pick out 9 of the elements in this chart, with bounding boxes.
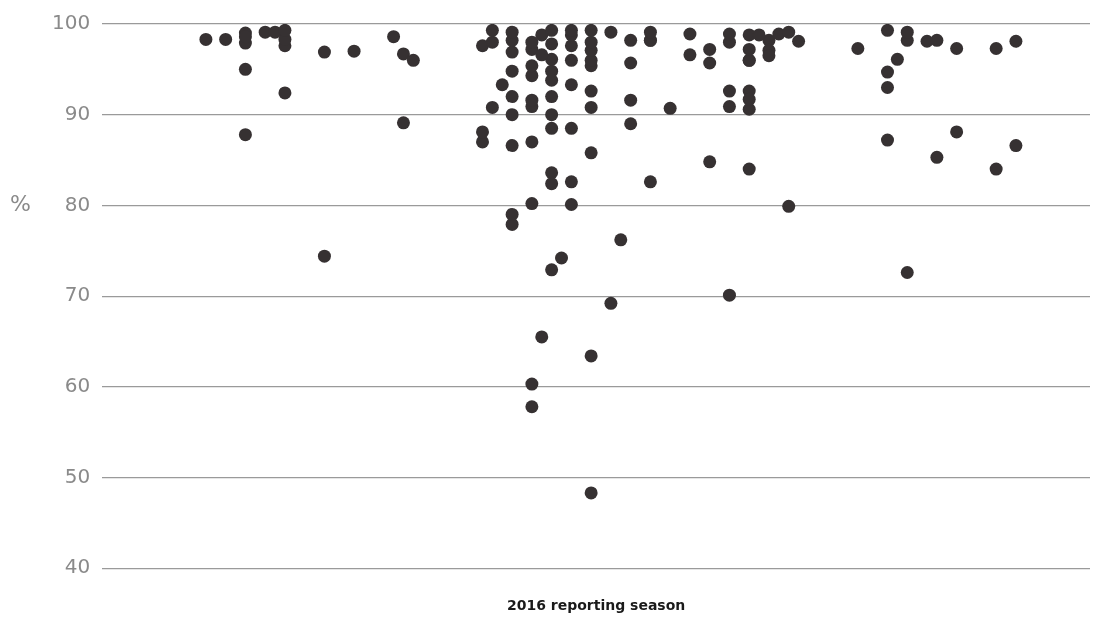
y-tick-label: 50 <box>64 463 91 488</box>
y-tick-label: 100 <box>51 10 91 35</box>
y-tick-label: 70 <box>64 282 91 307</box>
y-tick-label: 40 <box>64 554 91 579</box>
y-axis-title: % <box>10 191 31 217</box>
y-tick-label: 90 <box>64 100 91 125</box>
y-tick-label: 80 <box>64 191 91 216</box>
y-tick-label: 60 <box>64 373 91 397</box>
x-axis-title: 2016 reporting season <box>506 597 686 614</box>
